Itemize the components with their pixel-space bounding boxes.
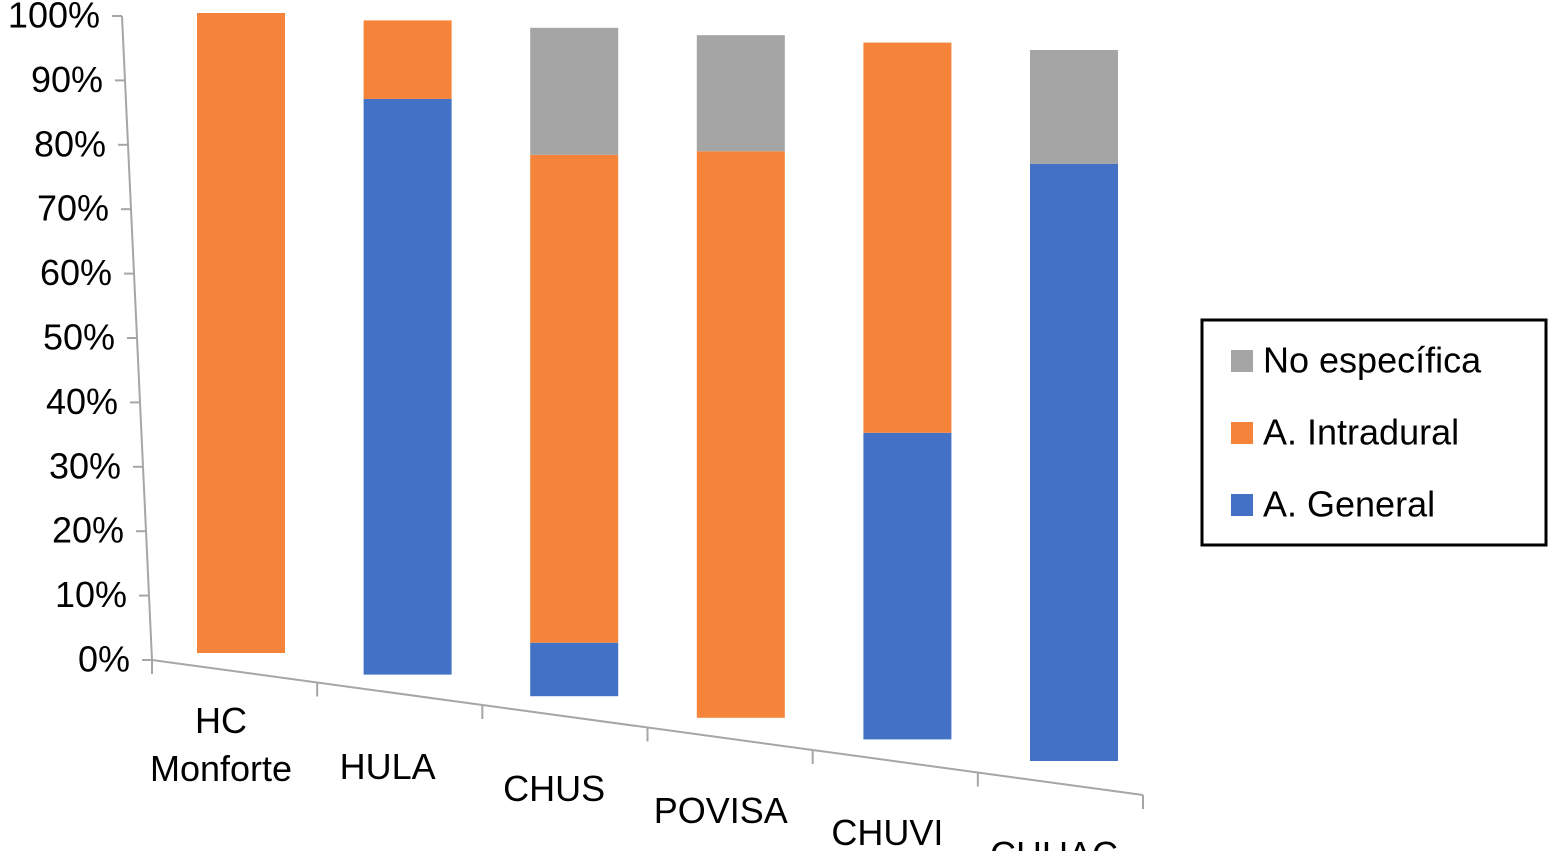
y-tick-label: 40% (46, 381, 118, 422)
x-tick-label: HC Monforte (149, 700, 293, 789)
legend-label: A. General (1263, 484, 1435, 525)
legend-swatch (1231, 350, 1253, 372)
legend-label: No específica (1263, 340, 1482, 381)
bar-segment (696, 151, 785, 718)
y-tick-label: 100% (8, 0, 100, 36)
y-tick-label: 30% (49, 445, 121, 486)
x-tick-label: CHUVI (831, 812, 944, 851)
bar-segment (863, 432, 952, 740)
bar-segment (363, 98, 452, 675)
legend-label: A. Intradural (1263, 412, 1459, 453)
bar-segment (363, 20, 452, 99)
y-tick-label: 20% (52, 510, 124, 551)
y-tick-label: 10% (55, 574, 127, 615)
legend-box (1200, 318, 1548, 547)
y-tick-label: 80% (34, 123, 106, 164)
bar-segment (530, 27, 619, 155)
bar-segment (863, 42, 952, 433)
x-tick-label: CHUAC (964, 831, 1144, 851)
bar-segment (696, 35, 785, 152)
bar-segment (197, 13, 285, 653)
bar-segment (530, 154, 619, 643)
y-tick-label: 60% (40, 252, 112, 293)
legend-swatch (1231, 422, 1253, 444)
bar-segment (1030, 163, 1118, 761)
y-tick-label: 50% (43, 317, 115, 358)
bar-segment (530, 642, 619, 697)
x-tick-label: POVISA (653, 790, 788, 831)
y-tick-label: 90% (31, 59, 103, 100)
legend-swatch (1231, 494, 1253, 516)
x-tick-label: CHUS (503, 768, 606, 809)
y-tick-label: 70% (37, 188, 109, 229)
bar-segment (1030, 50, 1118, 164)
x-tick-label: HULA (339, 746, 436, 787)
y-tick-label: 0% (78, 639, 130, 680)
